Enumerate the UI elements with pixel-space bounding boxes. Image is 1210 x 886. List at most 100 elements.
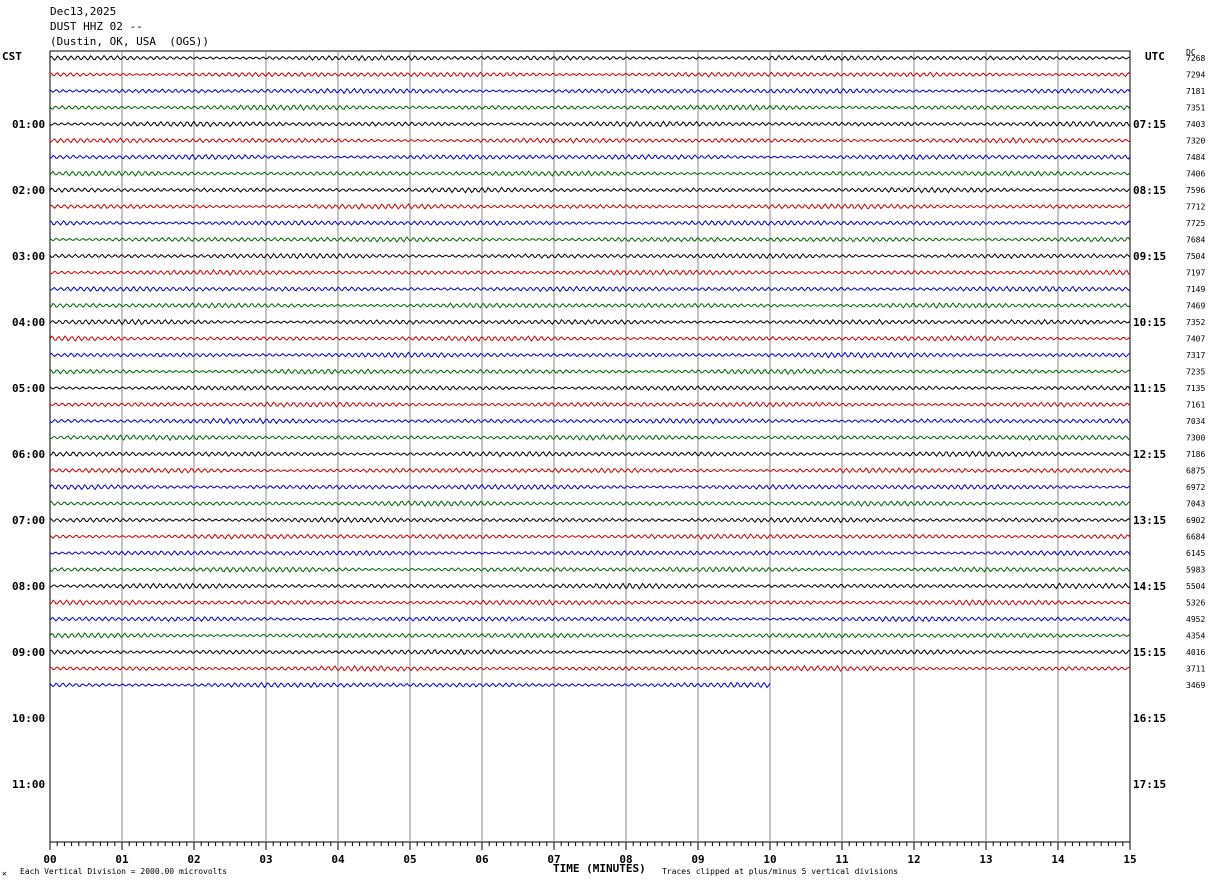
right-timezone-label: UTC xyxy=(1145,50,1165,63)
scale-note: Each Vertical Division = 2000.00 microvo… xyxy=(20,867,228,876)
right-hour-label: 17:15 xyxy=(1133,778,1166,791)
x-tick-label: 00 xyxy=(43,853,56,866)
left-hour-label: 06:00 xyxy=(12,448,45,461)
dc-offset-label: 6972 xyxy=(1186,483,1205,492)
x-tick-label: 03 xyxy=(259,853,272,866)
x-tick-label: 09 xyxy=(691,853,704,866)
header-location: (Dustin, OK, USA (OGS)) xyxy=(50,35,209,48)
seismic-trace xyxy=(49,54,1131,62)
left-timezone-label: CST xyxy=(2,50,22,63)
right-hour-label: 12:15 xyxy=(1133,448,1166,461)
dc-offset-label: 7351 xyxy=(1186,104,1205,113)
corner-mark: ✕ xyxy=(2,869,7,878)
seismic-trace xyxy=(49,153,1131,161)
left-hour-label: 04:00 xyxy=(12,316,45,329)
seismic-trace xyxy=(49,71,1131,78)
seismic-trace xyxy=(49,87,1131,95)
x-tick-label: 11 xyxy=(835,853,849,866)
seismic-trace xyxy=(49,516,1131,524)
seismic-trace xyxy=(49,615,1131,623)
dc-offset-label: 5983 xyxy=(1186,566,1205,575)
left-hour-label: 11:00 xyxy=(12,778,45,791)
dc-offset-label: 7407 xyxy=(1186,335,1205,344)
seismic-trace xyxy=(49,170,1131,177)
dc-offset-label: 7317 xyxy=(1186,351,1205,360)
seismic-trace xyxy=(49,137,1131,144)
dc-offset-label: 7181 xyxy=(1186,87,1205,96)
seismic-trace xyxy=(49,500,1131,508)
x-tick-label: 08 xyxy=(619,853,632,866)
dc-offset-label: 7161 xyxy=(1186,401,1205,410)
right-hour-label: 10:15 xyxy=(1133,316,1166,329)
dc-offset-label: 6902 xyxy=(1186,516,1205,525)
dc-offset-label: 7406 xyxy=(1186,170,1205,179)
seismic-trace xyxy=(49,483,1131,491)
dc-offset-label: 6145 xyxy=(1186,549,1205,558)
seismic-trace xyxy=(49,203,1131,210)
dc-offset-label: 4952 xyxy=(1186,615,1205,624)
seismic-trace xyxy=(49,681,771,689)
left-hour-label: 03:00 xyxy=(12,250,45,263)
x-tick-label: 06 xyxy=(475,853,489,866)
dc-offset-label: 7034 xyxy=(1186,417,1205,426)
header-station: DUST HHZ 02 -- xyxy=(50,20,143,33)
seismic-trace xyxy=(49,632,1131,639)
seismic-trace xyxy=(49,318,1131,326)
dc-column-label: DC xyxy=(1186,48,1196,57)
right-hour-label: 16:15 xyxy=(1133,712,1166,725)
dc-offset-label: 7484 xyxy=(1186,153,1205,162)
dc-offset-label: 7725 xyxy=(1186,219,1205,228)
dc-offset-label: 4354 xyxy=(1186,632,1205,641)
dc-offset-label: 7235 xyxy=(1186,368,1205,377)
seismic-trace xyxy=(49,186,1131,194)
right-hour-label: 09:15 xyxy=(1133,250,1166,263)
clip-note: Traces clipped at plus/minus 5 vertical … xyxy=(662,867,899,876)
dc-offset-label: 7352 xyxy=(1186,318,1205,327)
right-hour-label: 15:15 xyxy=(1133,646,1166,659)
dc-offset-label: 7197 xyxy=(1186,269,1205,278)
seismic-trace xyxy=(49,434,1131,442)
right-hour-label: 13:15 xyxy=(1133,514,1166,527)
right-hour-label: 07:15 xyxy=(1133,118,1166,131)
dc-offset-label: 3711 xyxy=(1186,665,1205,674)
dc-offset-label: 7504 xyxy=(1186,252,1205,261)
seismic-trace xyxy=(49,467,1131,474)
dc-offset-label: 7469 xyxy=(1186,302,1205,311)
seismic-trace xyxy=(49,285,1131,293)
seismic-trace xyxy=(49,252,1131,260)
seismic-trace xyxy=(49,104,1131,112)
x-tick-label: 05 xyxy=(403,853,416,866)
seismic-trace xyxy=(49,335,1131,342)
x-tick-label: 14 xyxy=(1051,853,1065,866)
right-hour-label: 14:15 xyxy=(1133,580,1166,593)
dc-offset-label: 6684 xyxy=(1186,533,1205,542)
right-hour-label: 11:15 xyxy=(1133,382,1166,395)
dc-offset-label: 7294 xyxy=(1186,71,1205,80)
dc-offset-label: 7300 xyxy=(1186,434,1205,443)
dc-offset-label: 7186 xyxy=(1186,450,1205,459)
seismic-trace xyxy=(49,450,1131,458)
seismic-trace xyxy=(49,385,1131,392)
left-hour-label: 08:00 xyxy=(12,580,45,593)
seismic-trace xyxy=(49,368,1131,376)
dc-offset-label: 7149 xyxy=(1186,285,1205,294)
x-tick-label: 07 xyxy=(547,853,560,866)
dc-offset-label: 6875 xyxy=(1186,467,1205,476)
left-hour-label: 05:00 xyxy=(12,382,45,395)
seismic-trace xyxy=(49,351,1131,359)
x-tick-label: 10 xyxy=(763,853,776,866)
dc-offset-label: 3469 xyxy=(1186,681,1205,690)
seismic-trace xyxy=(49,401,1131,408)
x-tick-label: 15 xyxy=(1123,853,1136,866)
right-hour-label: 08:15 xyxy=(1133,184,1166,197)
x-tick-label: 12 xyxy=(907,853,920,866)
seismic-trace xyxy=(49,236,1131,243)
seismic-trace xyxy=(49,582,1131,590)
x-tick-label: 01 xyxy=(115,853,129,866)
dc-offset-label: 7596 xyxy=(1186,186,1205,195)
x-tick-label: 02 xyxy=(187,853,200,866)
header-date: Dec13,2025 xyxy=(50,5,117,18)
left-hour-label: 02:00 xyxy=(12,184,45,197)
left-hour-label: 09:00 xyxy=(12,646,45,659)
